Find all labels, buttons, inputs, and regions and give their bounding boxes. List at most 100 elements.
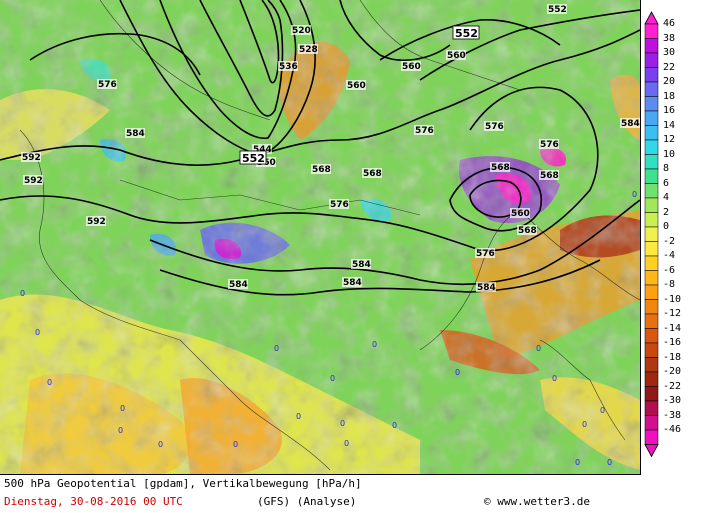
legend-label: -30 xyxy=(663,395,682,406)
contour-label: 584 xyxy=(477,283,496,293)
legend-swatch xyxy=(644,125,659,141)
contour-label-bg xyxy=(291,25,311,35)
zero-label: 0 xyxy=(372,340,377,349)
contour-label-bg xyxy=(510,208,530,218)
legend-swatch xyxy=(644,328,659,344)
legend-swatch xyxy=(644,313,659,329)
contour-label: 584 xyxy=(229,280,248,290)
zero-label: 0 xyxy=(536,344,541,353)
legend-swatch xyxy=(644,415,659,431)
legend-swatch xyxy=(644,212,659,228)
field-texture xyxy=(0,0,640,474)
model-run: (GFS) (Analyse) xyxy=(257,495,357,508)
contour-label: 568 xyxy=(491,163,510,173)
contour-label-bg xyxy=(484,121,504,131)
zero-label: 0 xyxy=(344,439,349,448)
centre-label: 552 xyxy=(242,152,265,165)
map-footer: 500 hPa Geopotential [gpdam], Vertikalbe… xyxy=(0,474,640,513)
coastlines xyxy=(19,0,640,471)
legend-swatch xyxy=(644,154,659,170)
legend-swatch xyxy=(644,81,659,97)
legend-arrow-bottom xyxy=(644,444,659,458)
contour-label-bg xyxy=(21,152,41,162)
legend-label: 38 xyxy=(663,32,676,44)
legend-label: 8 xyxy=(663,163,670,174)
contour-label-bg xyxy=(23,175,43,185)
legend-label: -18 xyxy=(663,351,682,363)
zero-label: 0 xyxy=(552,374,557,383)
contour-label: 584 xyxy=(621,119,640,129)
contour-label: 576 xyxy=(476,249,495,259)
legend-swatch xyxy=(644,342,659,358)
zero-label: 0 xyxy=(274,344,279,353)
legend-label: -20 xyxy=(663,366,682,377)
legend-label: -6 xyxy=(663,264,676,276)
zero-label: 0 xyxy=(575,458,580,467)
legend-label: 12 xyxy=(663,134,676,145)
legend-arrow-top xyxy=(644,11,659,25)
contour-label-bg xyxy=(351,259,371,269)
legend-label: 6 xyxy=(663,177,670,189)
contour-label-bg xyxy=(620,118,640,128)
legend-swatch xyxy=(644,357,659,373)
legend-label: 30 xyxy=(663,47,676,58)
legend-swatch xyxy=(644,38,659,54)
zero-label: 0 xyxy=(47,378,52,387)
contour-label: 576 xyxy=(485,122,504,132)
contour-label-bg xyxy=(252,144,272,154)
zero-label: 0 xyxy=(20,289,25,298)
legend-label: 46 xyxy=(663,18,676,29)
legend-label: 22 xyxy=(663,61,676,73)
centre-label: 552 xyxy=(455,27,478,40)
zero-label: 0 xyxy=(158,440,163,449)
contour-label: 520 xyxy=(292,26,311,36)
legend-label: 18 xyxy=(663,90,676,102)
contour-label: 584 xyxy=(126,129,145,139)
zero-labels: 0 0 0 0 0 0 0 0 0 0 0 0 0 0 0 0 0 0 0 0 0 0 xyxy=(20,190,637,467)
legend-swatch xyxy=(644,168,659,184)
legend-label: 14 xyxy=(663,119,676,131)
contour-label: 544 xyxy=(253,145,272,155)
legend-label: 4 xyxy=(663,192,670,203)
legend-swatch xyxy=(644,371,659,387)
contour-label-bg xyxy=(329,199,349,209)
legend-swatch xyxy=(644,52,659,68)
valid-date: Dienstag, 30-08-2016 00 UTC xyxy=(4,495,183,508)
legend-label: 10 xyxy=(663,148,676,160)
zero-label: 0 xyxy=(607,458,612,467)
zero-label: 0 xyxy=(632,190,637,199)
legend-label: -4 xyxy=(663,250,676,261)
legend-swatch xyxy=(644,110,659,126)
zero-label: 0 xyxy=(330,374,335,383)
legend-swatch xyxy=(644,23,659,39)
contour-label-bg xyxy=(362,168,382,178)
legend-swatch xyxy=(644,255,659,271)
contour-label: 528 xyxy=(299,45,318,55)
legend-swatch xyxy=(644,197,659,213)
legend-bar xyxy=(644,11,659,458)
contour-label: 560 xyxy=(347,81,366,91)
contour-label: 576 xyxy=(330,200,349,210)
zero-label: 0 xyxy=(392,421,397,430)
contour-label-bg xyxy=(446,50,466,60)
contour-label-bg xyxy=(547,4,567,14)
legend-swatch xyxy=(644,183,659,199)
legend-label: -22 xyxy=(663,380,682,392)
zero-label: 0 xyxy=(118,426,123,435)
legend-label: -16 xyxy=(663,337,682,348)
legend-label: -14 xyxy=(663,322,682,334)
contour-label-bg xyxy=(278,61,298,71)
copyright: © www.wetter3.de xyxy=(484,495,590,508)
contour-label-bg xyxy=(346,80,366,90)
zero-label: 0 xyxy=(296,412,301,421)
legend-swatch xyxy=(644,299,659,315)
contour-label: 584 xyxy=(343,278,362,288)
contour-label-bg xyxy=(298,44,318,54)
legend-swatch xyxy=(644,386,659,402)
contour-label-bg xyxy=(539,170,559,180)
contour-label: 560 xyxy=(511,209,530,219)
legend-swatch xyxy=(644,270,659,286)
